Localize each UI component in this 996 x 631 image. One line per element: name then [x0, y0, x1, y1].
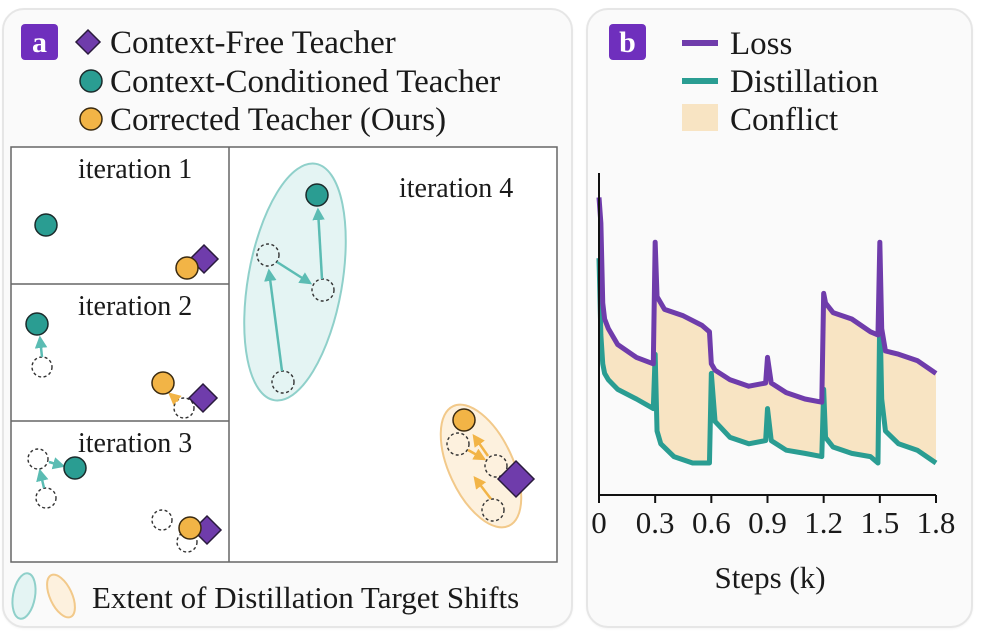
previous-position-marker: [27, 448, 49, 470]
plot-area: 0 0.3 0.6 0.9 1.2 1.5 1.8: [591, 173, 955, 540]
corrected-shift-region: [439, 403, 523, 529]
legend-context-conditioned: Context-Conditioned Teacher: [79, 64, 500, 100]
previous-position-marker: [173, 397, 195, 419]
x-axis-label: Steps (k): [714, 560, 825, 595]
shift-arrow: [276, 260, 313, 285]
previous-position-marker: [151, 509, 173, 531]
legend-conflict: Conflict: [682, 102, 838, 138]
shift-arrow: [48, 457, 66, 470]
previous-position-marker: [271, 370, 295, 394]
shift-extent-legend: Extent of Distillation Target Shifts: [11, 572, 519, 620]
diamond-marker-icon: [74, 28, 102, 56]
panel-b: b Loss Distillation Conflict 0 0.3 0.6 0.9 1…: [586, 8, 973, 628]
legend-label-distillation: Distillation: [730, 64, 879, 100]
orange-circle-marker-icon: [79, 107, 103, 131]
previous-position-marker: [446, 432, 470, 456]
legend-label-loss: Loss: [730, 26, 792, 62]
x-tick-label: 0.3: [636, 505, 675, 540]
distillation-series-line: [596, 258, 938, 466]
corrected-teacher-marker: [175, 256, 199, 280]
previous-position-marker: [484, 454, 508, 478]
shift-arrow: [36, 468, 49, 489]
previous-position-marker: [481, 498, 505, 522]
shift-arrow: [264, 268, 284, 372]
x-tick-label: 0.9: [748, 505, 787, 540]
legend-corrected: Corrected Teacher (Ours): [79, 102, 446, 138]
context-conditioned-teacher-marker: [34, 213, 58, 237]
context-free-teacher-marker: [187, 382, 219, 414]
context-free-teacher-marker: [496, 459, 536, 499]
iteration-4-cell: iteration 4: [243, 162, 536, 529]
iteration-2-label: iteration 2: [78, 291, 192, 322]
iteration-4-label: iteration 4: [399, 173, 513, 204]
shift-extent-label: Extent of Distillation Target Shifts: [92, 580, 519, 615]
x-tick-label: 1.5: [860, 505, 899, 540]
context-conditioned-teacher-marker: [25, 312, 49, 336]
context-conditioned-teacher-marker: [63, 456, 87, 480]
teal-ellipse-icon: [11, 572, 37, 620]
shift-arrow: [34, 335, 48, 358]
previous-position-marker: [311, 278, 335, 302]
loss-chart: b Loss Distillation Conflict 0 0.3 0.6 0.9 1…: [591, 24, 955, 595]
x-tick-label: 1.2: [804, 505, 843, 540]
panel-b-badge-label: b: [619, 26, 636, 59]
iteration-3-cell: iteration 3: [27, 428, 223, 553]
iteration-3-label: iteration 3: [78, 428, 192, 459]
panel-a: a Context-Free Teacher Context-Condition…: [2, 8, 573, 628]
shift-arrow: [168, 392, 182, 406]
legend-label-conflict: Conflict: [730, 102, 838, 138]
panel-a-canvas: a Context-Free Teacher Context-Condition…: [10, 24, 558, 620]
legend-context-free: Context-Free Teacher: [74, 25, 396, 61]
iteration-1-label: iteration 1: [78, 154, 192, 185]
panel-b-badge: [609, 24, 646, 60]
loss-series-line: [596, 197, 938, 405]
corrected-teacher-marker: [452, 408, 476, 432]
context-conditioned-shift-region: [243, 162, 347, 402]
x-tick-label: 0.6: [692, 505, 731, 540]
conflict-area: [599, 197, 936, 463]
iteration-1-cell: iteration 1: [34, 154, 220, 280]
x-tick-label: 1.8: [917, 505, 956, 540]
corrected-teacher-marker: [178, 516, 202, 540]
panel-a-badge-label: a: [32, 26, 47, 59]
legend-label-corrected: Corrected Teacher (Ours): [110, 102, 446, 138]
conflict-area-swatch: [682, 104, 718, 131]
iteration-2-cell: iteration 2: [25, 291, 219, 419]
legend-loss: Loss: [682, 26, 792, 62]
shift-arrow: [473, 476, 492, 500]
panel-a-badge: [21, 24, 58, 60]
legend-label-context-conditioned: Context-Conditioned Teacher: [110, 64, 500, 100]
context-conditioned-teacher-marker: [305, 183, 329, 207]
previous-position-marker: [256, 243, 280, 267]
previous-position-marker: [35, 487, 57, 509]
shift-arrow: [312, 207, 325, 280]
corrected-teacher-marker: [151, 371, 175, 395]
shift-arrow: [472, 433, 490, 457]
orange-ellipse-icon: [46, 573, 76, 619]
shift-arrow: [467, 448, 487, 461]
x-tick-label: 0: [591, 505, 607, 540]
legend-distillation: Distillation: [682, 64, 879, 100]
legend-label-context-free: Context-Free Teacher: [110, 25, 396, 61]
teal-circle-marker-icon: [79, 69, 103, 93]
